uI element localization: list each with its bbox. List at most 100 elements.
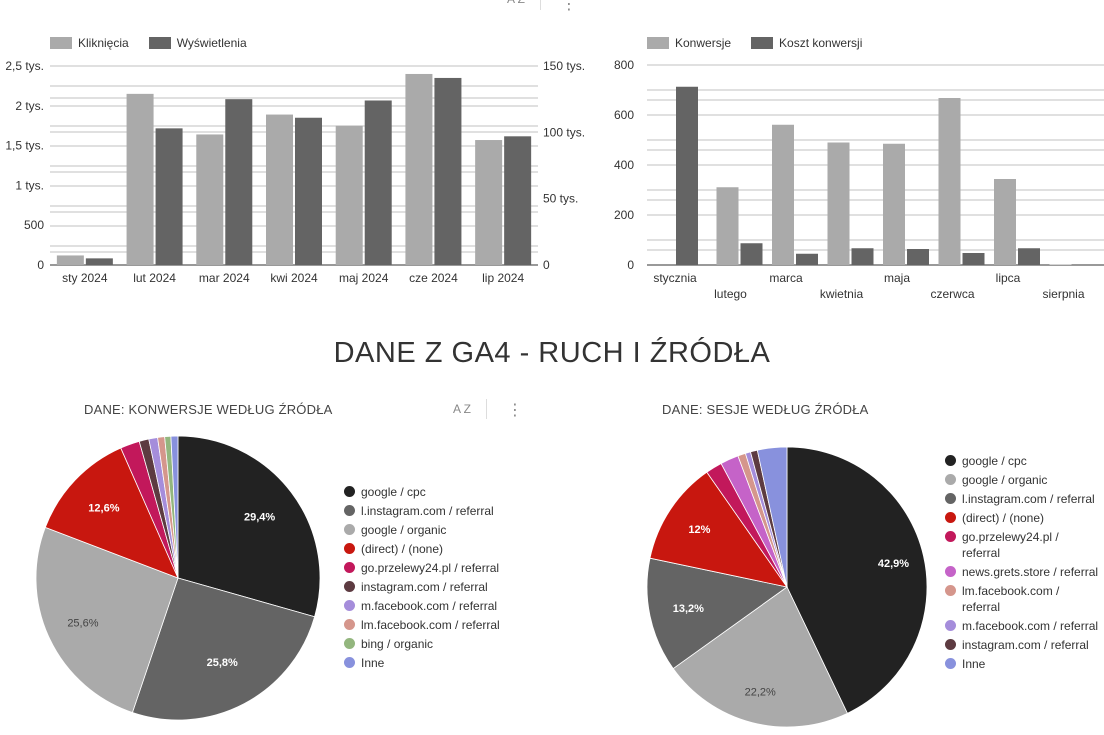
pie-data-label: 22,2% [745,686,776,698]
legend-label: lm.facebook.com / referral [962,584,1060,614]
legend-dot [344,524,355,535]
bar-conversion-cost [1018,248,1040,265]
bar1-legend: Kliknięcia Wyświetlenia [50,36,267,50]
legend-label: m.facebook.com / referral [962,619,1099,633]
x-tick-label: maj 2024 [339,271,389,285]
bar-conversion-cost [676,86,698,265]
legend-dot [945,512,956,523]
legend-item[interactable]: instagram.com / referral [945,637,1100,653]
legend-dot [344,619,355,630]
legend-item[interactable]: google / organic [945,472,1100,488]
pie-slice [35,526,179,713]
legend-item[interactable]: l.instagram.com / referral [945,491,1100,507]
legend-item[interactable]: l.instagram.com / referral [344,503,524,519]
x-tick-label: stycznia [653,271,697,285]
legend-label: l.instagram.com / referral [962,492,1095,506]
bar-impressions [155,128,183,265]
x-tick-label: sty 2024 [62,271,108,285]
legend-item[interactable]: m.facebook.com / referral [344,598,524,614]
x-tick-label: lut 2024 [133,271,176,285]
bar-conversions [1049,264,1072,265]
pie-slice [131,577,316,721]
legend-item[interactable]: Inne [344,655,524,671]
legend-dot [945,639,956,650]
y-left-tick-label: 2 tys. [15,99,44,113]
x-tick-label: lipca [996,271,1021,285]
bar-impressions [364,100,392,265]
legend-item[interactable]: news.grets.store / referral [945,564,1100,580]
legend-item[interactable]: go.przelewy24.pl / referral [344,560,524,576]
pie-slice [786,446,928,714]
legend-dot [945,455,956,466]
legend-item[interactable]: lm.facebook.com / referral [945,583,1100,615]
legend-item[interactable]: lm.facebook.com / referral [344,617,524,633]
bar-conversion-cost [907,249,929,265]
legend-item[interactable]: (direct) / (none) [945,510,1100,526]
y-right-tick-label: 0 [543,258,550,272]
legend-label: google / organic [962,473,1048,487]
legend-item[interactable]: m.facebook.com / referral [945,618,1100,634]
legend-item[interactable]: google / organic [344,522,524,538]
legend-item[interactable]: instagram.com / referral [344,579,524,595]
bar-clicks [126,93,154,265]
pie-slice [649,471,788,588]
pie-slice [756,446,788,588]
pie1-legend: google / cpc l.instagram.com / referral go… [344,484,524,674]
bar-conversion-cost [796,253,818,265]
bar-impressions [295,117,322,266]
section-title: DANE Z GA4 - RUCH I ŹRÓDŁA [333,337,771,369]
pie-data-label: 12% [688,524,710,536]
legend-label: google / organic [361,523,447,537]
legend-dot [945,566,956,577]
toolbar-divider [540,0,541,10]
sort-az-icon[interactable]: A Z [453,402,472,416]
legend-dot [945,493,956,504]
x-tick-label: cze 2024 [409,271,458,285]
legend-label: lm.facebook.com / referral [361,618,500,632]
legend-dot [344,638,355,649]
bar-conversions [883,143,905,265]
legend-dot [945,474,956,485]
legend-dot [945,585,956,596]
legend-dot [344,657,355,668]
legend-label: news.grets.store / referral [962,565,1099,579]
bar-clicks [56,255,84,265]
sort-az-icon-top[interactable]: A Z [507,0,525,6]
x-tick-label: kwietnia [820,287,864,301]
bar-clicks [266,114,293,265]
legend-item[interactable]: (direct) / (none) [344,541,524,557]
y-right-tick-label: 50 tys. [543,192,578,206]
more-vert-icon-top[interactable]: ⋮ [561,0,577,13]
bar-impressions [504,136,532,265]
legend-dot [945,620,956,631]
legend-dot [344,600,355,611]
more-vert-icon[interactable]: ⋮ [507,402,523,419]
legend-item[interactable]: Inne [945,656,1100,672]
legend-item[interactable]: google / cpc [945,453,1100,469]
legend-swatch [148,37,171,49]
legend-item[interactable]: go.przelewy24.pl / referral [945,529,1100,561]
legend-dot [344,505,355,516]
x-tick-label: sierpnia [1042,287,1084,301]
bar-chart-clicks-impressions: 0 500 1 tys. 1,5 tys. 2 tys. 2,5 tys. 0 50 tys.… [5,59,585,285]
legend-item[interactable]: google / cpc [344,484,524,500]
legend-dot [344,562,355,573]
pie1-title: DANE: KONWERSJE WEDŁUG ŹRÓDŁA [84,402,333,417]
bar2-legend: Konwersje Koszt konwersji [647,36,882,50]
bar-conversion-cost [851,248,874,265]
legend-label-conversion-cost: Koszt konwersji [779,36,863,50]
legend-label: instagram.com / referral [962,638,1089,652]
legend-item[interactable]: bing / organic [344,636,524,652]
bar-impressions [85,258,113,265]
legend-dot [344,486,355,497]
bar-conversions [938,98,961,265]
y-tick-label: 400 [614,158,634,172]
bar-conversions [994,179,1016,265]
y-tick-label: 0 [627,258,634,272]
bar-clicks [475,140,503,265]
legend-label: Inne [962,657,986,671]
legend-label: m.facebook.com / referral [361,599,498,613]
legend-label: instagram.com / referral [361,580,488,594]
bar-conversions [716,187,739,265]
y-right-tick-label: 100 tys. [543,125,585,139]
